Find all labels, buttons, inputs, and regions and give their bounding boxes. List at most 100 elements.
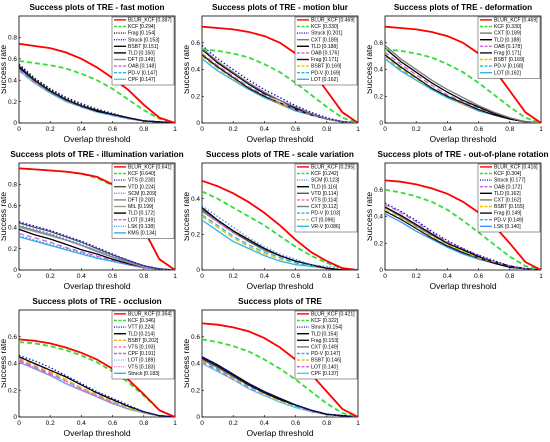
x-tick-label: 1	[356, 126, 360, 133]
legend-entry: LOT [0.162]	[494, 70, 521, 76]
chart-title: Success plots of TRE - motion blur	[212, 3, 349, 12]
x-tick-label: 1	[539, 126, 543, 133]
legend-entry: LSK [0.138]	[128, 224, 155, 230]
chart-panel-4: Success plots of TRE - illumination vari…	[1, 150, 184, 291]
y-tick-label: 0.2	[191, 93, 200, 100]
y-tick-label: 0.4	[374, 214, 383, 221]
series-line	[19, 360, 175, 417]
legend-entry: PD-V [0.169]	[311, 70, 341, 76]
x-tick-label: 0.8	[139, 273, 148, 280]
y-tick-label: 0.4	[191, 196, 200, 203]
x-tick-label: 0.6	[291, 126, 300, 133]
series-line	[19, 356, 175, 417]
x-axis-label: Overlap threshold	[246, 134, 313, 144]
legend-entry: VTS [0.193]	[128, 345, 155, 351]
legend-entry: KCF [0.330]	[311, 24, 339, 30]
chart-panel-3: Success plots of TRE - deformation 0 0.2 0.…	[367, 3, 543, 144]
series-line	[202, 25, 358, 123]
y-axis-label: Success rate	[1, 339, 8, 388]
legend-entry: LSK [0.140]	[494, 224, 521, 230]
legend-entry: KMS [0.134]	[128, 231, 157, 237]
series-line	[202, 214, 358, 270]
legend-entry: BLUR_KCF [0.364]	[128, 312, 172, 318]
legend-entry: KCF [0.330]	[494, 24, 522, 30]
legend-entry: CPF [0.147]	[128, 77, 156, 83]
legend-entry: TLD [0.188]	[311, 44, 338, 50]
legend-entry: OAB [0.172]	[494, 184, 522, 190]
legend-entry: KCF [0.304]	[494, 171, 522, 177]
series-group	[202, 179, 358, 270]
x-tick-label: 0.8	[139, 420, 148, 427]
x-tick-label: 0.4	[260, 126, 269, 133]
x-tick-label: 0.2	[229, 273, 238, 280]
series-line	[19, 235, 175, 270]
legend-entry: VTD [0.224]	[128, 184, 156, 190]
x-tick-label: 0.4	[443, 273, 452, 280]
y-tick-label: 0.4	[8, 361, 17, 368]
legend-entry: KCF [0.242]	[311, 171, 339, 177]
series-line	[202, 215, 358, 270]
legend-box	[294, 163, 358, 233]
x-tick-label: 1	[356, 420, 360, 427]
x-tick-label: 0.8	[505, 126, 514, 133]
legend-box	[111, 16, 175, 86]
x-tick-label: 0	[383, 273, 387, 280]
y-tick-label: 0.4	[374, 67, 383, 74]
x-tick-label: 0.6	[291, 273, 300, 280]
legend-entry: OAB [0.176]	[311, 51, 339, 57]
legend-entry: BLUR_KCF [0.295]	[311, 165, 355, 171]
y-tick-label: 0.4	[191, 361, 200, 368]
legend-entry: TLD [0.172]	[128, 211, 155, 217]
x-tick-label: 1	[356, 273, 360, 280]
y-tick-label: 0.8	[8, 35, 17, 42]
y-tick-label: 0.2	[191, 387, 200, 394]
legend-entry: CXT [0.112]	[311, 204, 338, 210]
chart-title: Success plots of TRE - illumination vari…	[10, 150, 183, 159]
x-tick-label: 0.4	[443, 126, 452, 133]
x-tick-label: 0.4	[77, 126, 86, 133]
x-tick-label: 1	[173, 126, 177, 133]
y-tick-label: 0	[196, 267, 200, 274]
x-tick-label: 0	[17, 126, 21, 133]
x-tick-label: 0.2	[229, 420, 238, 427]
chart-title: Success plots of TRE - fast motion	[29, 3, 164, 12]
x-tick-label: 0.8	[322, 420, 331, 427]
y-tick-label: 0	[196, 120, 200, 127]
series-line	[385, 203, 541, 270]
y-tick-label: 0.6	[374, 40, 383, 47]
chart-panel-2: Success plots of TRE - motion blur 0 0.2 0.…	[184, 3, 360, 144]
y-axis-label: Success rate	[184, 339, 191, 388]
series-group	[19, 42, 175, 123]
chart-panel-6: Success plots of TRE - out-of-plane rota…	[367, 150, 549, 291]
x-tick-label: 0.6	[291, 420, 300, 427]
legend-box	[477, 163, 541, 233]
legend-entry: PD-V [0.147]	[311, 351, 341, 357]
y-tick-label: 0.6	[8, 203, 17, 210]
series-line	[19, 221, 175, 270]
legend-entry: BLUR_KCF [0.469]	[311, 18, 355, 24]
x-tick-label: 0.4	[77, 273, 86, 280]
y-tick-label: 0.6	[191, 40, 200, 47]
legend-entry: Struck [0.154]	[311, 325, 343, 331]
series-line	[19, 167, 175, 270]
series-group	[385, 179, 541, 270]
x-tick-label: 0.2	[412, 126, 421, 133]
series-line	[19, 338, 175, 417]
legend-entry: LOT [0.140]	[311, 364, 338, 370]
legend-entry: TLD [0.214]	[128, 331, 155, 337]
chart-title: Success plots of TRE - deformation	[394, 3, 532, 12]
legend-entry: KCF [0.346]	[128, 318, 156, 324]
y-tick-label: 0.4	[8, 77, 17, 84]
legend-entry: CXT [0.189]	[494, 31, 522, 37]
legend-entry: BLUR_KCF [0.421]	[311, 312, 355, 318]
y-tick-label: 0.6	[8, 334, 17, 341]
x-tick-label: 0	[200, 420, 204, 427]
legend-entry: BLUR_KCF [0.469]	[494, 18, 538, 24]
legend-entry: CXT [0.189]	[311, 37, 339, 43]
y-tick-label: 0	[13, 414, 17, 421]
y-tick-label: 0.2	[8, 99, 17, 106]
series-line	[385, 25, 541, 123]
legend-entry: Frag [0.171]	[494, 51, 522, 57]
y-tick-label: 0.2	[191, 232, 200, 239]
